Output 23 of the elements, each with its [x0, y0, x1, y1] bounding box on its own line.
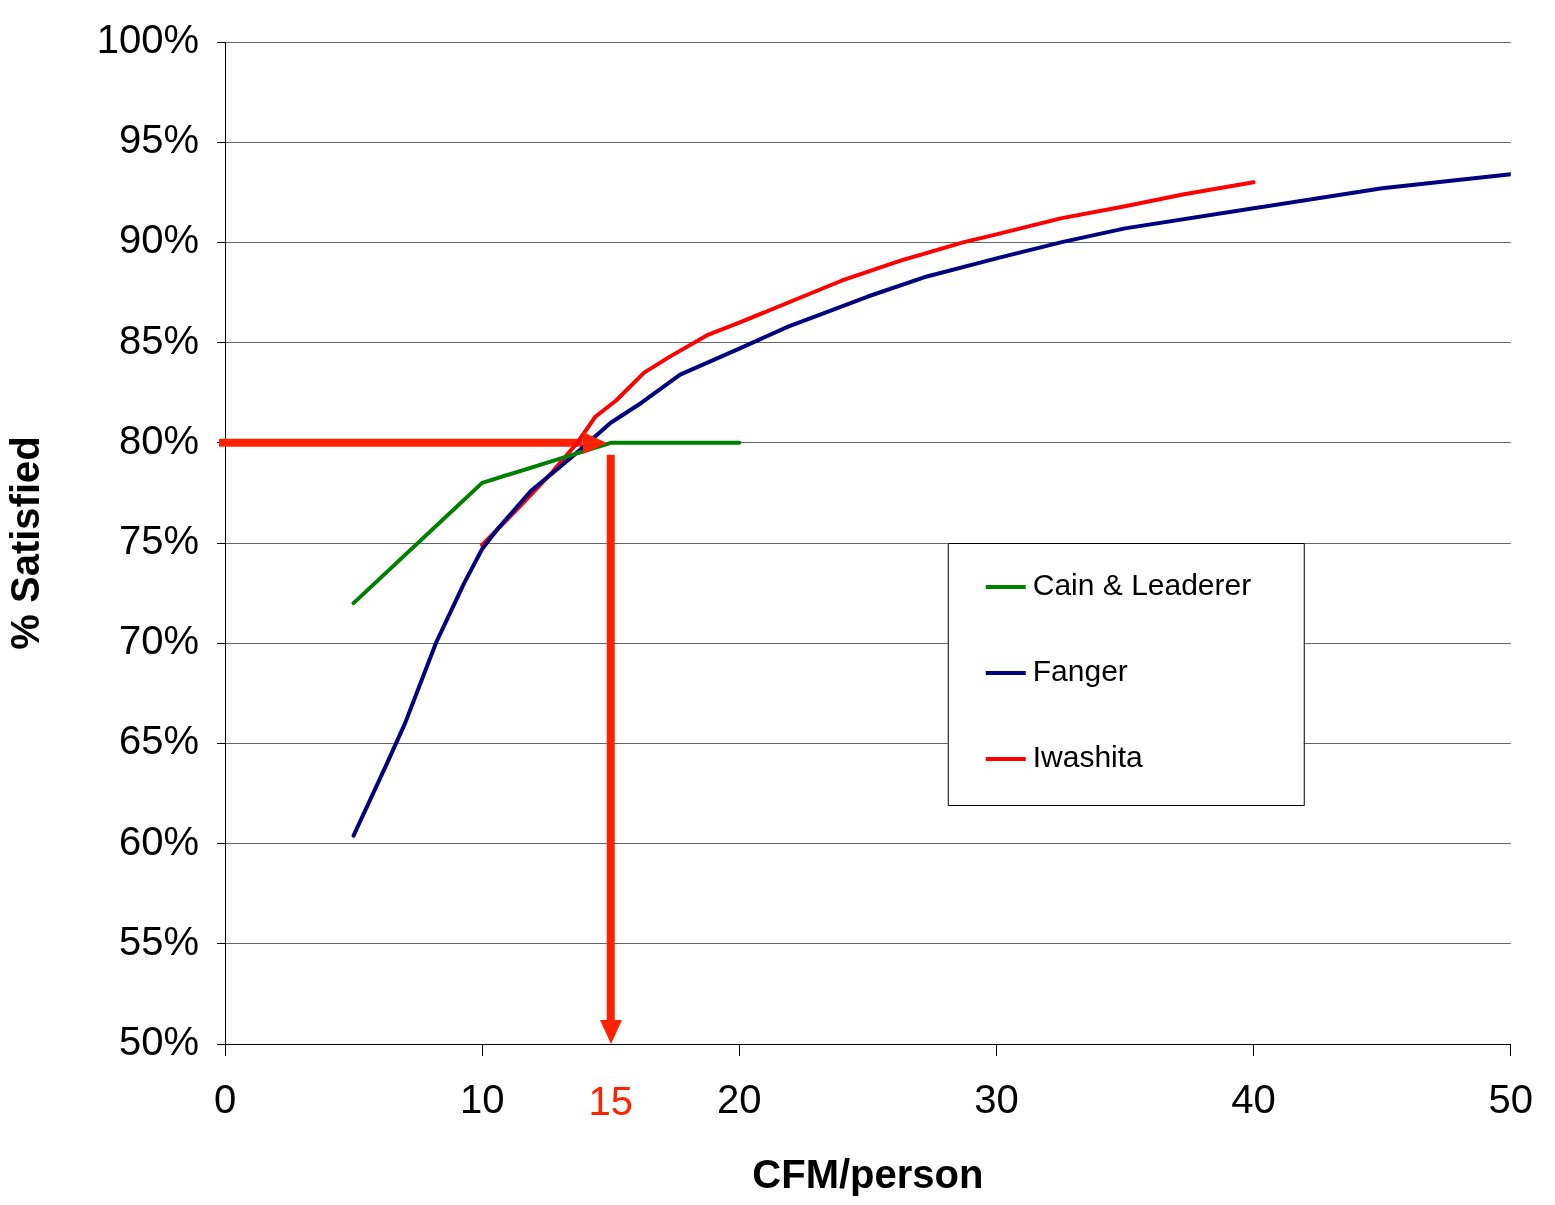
y-tick-label: 90% — [118, 217, 199, 262]
legend-label: Iwashita — [1032, 740, 1144, 774]
x-tick-label: 10 — [459, 1077, 505, 1122]
y-tick-label: 55% — [118, 918, 199, 963]
x-tick-label: 30 — [974, 1077, 1019, 1122]
x-tick-label: 40 — [1231, 1077, 1276, 1122]
y-tick-label: 75% — [118, 518, 199, 563]
legend-label: Fanger — [1032, 654, 1128, 688]
y-tick-label: 80% — [118, 417, 199, 462]
y-axis-title: % Satisfied — [3, 436, 48, 650]
ref-line-label: 15 — [588, 1079, 633, 1124]
y-tick-label: 100% — [96, 17, 199, 62]
legend-label: Cain & Leaderer — [1032, 568, 1252, 602]
x-tick-label: 20 — [717, 1077, 762, 1122]
y-tick-label: 50% — [118, 1019, 199, 1064]
y-tick-label: 60% — [118, 818, 199, 863]
x-axis-title: CFM/person — [752, 1152, 984, 1197]
y-tick-label: 95% — [118, 117, 199, 162]
y-tick-label: 85% — [118, 317, 199, 362]
x-tick-label: 0 — [213, 1077, 237, 1122]
y-tick-label: 65% — [118, 718, 199, 763]
x-tick-label: 50 — [1488, 1077, 1533, 1122]
y-tick-label: 70% — [118, 618, 199, 663]
